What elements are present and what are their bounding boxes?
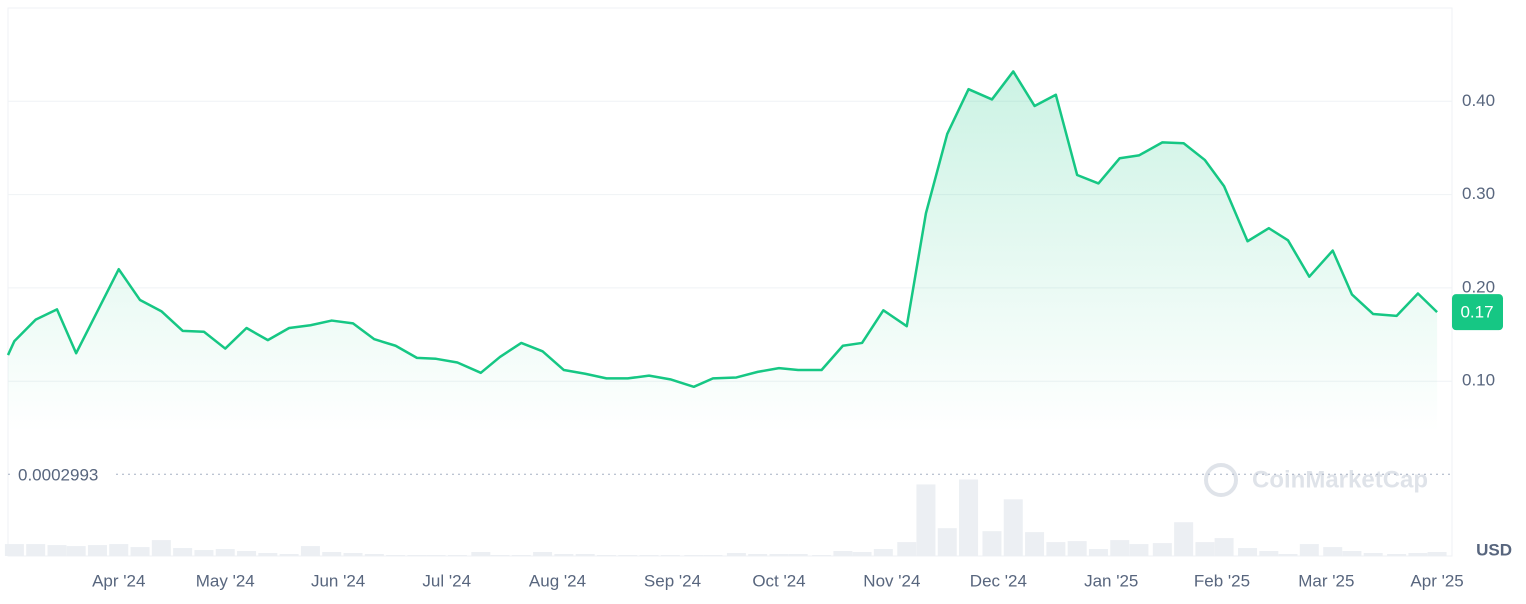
current-price-label: 0.17 — [1460, 303, 1493, 322]
volume-bar — [703, 555, 723, 556]
volume-bar — [1067, 541, 1087, 556]
price-area — [8, 71, 1438, 432]
volume-bar — [258, 553, 278, 556]
volume-bar — [1025, 532, 1045, 556]
volume-bar — [596, 555, 616, 556]
volume-bar — [407, 555, 427, 556]
volume-bar — [788, 554, 808, 556]
volume-bar — [852, 552, 872, 556]
volume-bar — [726, 553, 746, 556]
volume-bar — [748, 554, 768, 556]
volume-bar — [130, 547, 150, 556]
watermark-text: CoinMarketCap — [1252, 466, 1428, 493]
volume-bar — [982, 531, 1002, 556]
x-tick-label: Aug '24 — [529, 571, 586, 590]
y-tick-label: 0.20 — [1462, 277, 1495, 296]
volume-bar — [916, 484, 936, 556]
x-tick-label: Jun '24 — [311, 571, 365, 590]
volume-bar — [4, 544, 24, 556]
volume-bar — [109, 544, 129, 556]
volume-bar — [194, 550, 214, 556]
volume-bar — [1238, 548, 1258, 556]
watermark-logo — [1204, 463, 1238, 497]
volume-bar — [490, 555, 510, 556]
x-tick-label: May '24 — [196, 571, 255, 590]
volume-bar — [279, 554, 299, 556]
volume-bar — [1214, 538, 1234, 556]
volume-bar — [1259, 551, 1279, 556]
volume-bar — [1046, 542, 1066, 556]
volume-bar — [322, 552, 342, 556]
volume-bar — [151, 540, 171, 556]
baseline-label-bg — [12, 463, 116, 486]
volume-bar — [684, 555, 704, 556]
y-tick-label: 0.10 — [1462, 371, 1495, 390]
volume-bar — [575, 554, 595, 556]
volume-bar — [639, 555, 659, 556]
x-tick-label: Jan '25 — [1084, 571, 1138, 590]
volume-bar — [386, 555, 406, 556]
volume-bar — [873, 549, 893, 556]
x-tick-label: Sep '24 — [644, 571, 701, 590]
volume-bar — [897, 542, 917, 556]
volume-bar — [26, 544, 46, 556]
baseline-label: 0.0002993 — [18, 466, 98, 485]
volume-bar — [364, 554, 384, 556]
volume-bar — [1342, 551, 1362, 556]
volume-bar — [1174, 522, 1194, 556]
x-tick-label: Apr '25 — [1410, 571, 1463, 590]
volume-bar — [1323, 547, 1343, 556]
current-price-badge — [1452, 294, 1503, 331]
volume-bar — [1387, 554, 1407, 556]
y-tick-label: 0.30 — [1462, 184, 1495, 203]
volume-bar — [447, 555, 467, 556]
volume-bar — [1152, 543, 1172, 556]
volume-bar — [1003, 499, 1023, 556]
volume-bar — [812, 555, 832, 556]
volume-bar — [343, 553, 363, 556]
volume-bar — [937, 528, 957, 556]
volume-bar — [533, 552, 553, 556]
volume-bar — [1363, 553, 1383, 556]
volume-bar — [1088, 549, 1108, 556]
volume-bar — [660, 555, 680, 556]
y-tick-label: 0.40 — [1462, 91, 1495, 110]
volume-bar — [1299, 544, 1319, 556]
volume-bar — [471, 552, 491, 556]
volume-bar — [554, 554, 574, 556]
volume-bar — [833, 551, 853, 556]
x-tick-label: Jul '24 — [422, 571, 471, 590]
x-tick-label: Feb '25 — [1194, 571, 1250, 590]
volume-bar — [87, 545, 107, 556]
watermark: CoinMarketCap — [1204, 463, 1428, 497]
x-tick-label: Mar '25 — [1298, 571, 1354, 590]
volume-bar — [237, 551, 257, 556]
volume-bar — [300, 546, 320, 556]
x-tick-label: Nov '24 — [863, 571, 920, 590]
volume-bar — [173, 548, 193, 556]
volume-bar — [1129, 544, 1149, 556]
volume-bar — [511, 555, 531, 556]
x-tick-label: Oct '24 — [752, 571, 805, 590]
volume-bar — [215, 549, 235, 556]
volume-bar — [1278, 554, 1298, 556]
price-line — [6, 70, 1438, 389]
volume-bar — [959, 479, 979, 556]
x-tick-label: Dec '24 — [970, 571, 1027, 590]
unit-label: USD — [1476, 540, 1512, 559]
volume-bar — [1110, 540, 1130, 556]
volume-bar — [1195, 542, 1215, 556]
volume-bar — [66, 546, 86, 556]
x-tick-label: Apr '24 — [92, 571, 145, 590]
volume-bar — [47, 545, 67, 556]
volume-bar — [426, 555, 446, 556]
volume-bar — [769, 554, 789, 556]
volume-bar — [1427, 552, 1447, 556]
volume-bar — [1408, 553, 1428, 556]
volume-bar — [618, 555, 638, 556]
